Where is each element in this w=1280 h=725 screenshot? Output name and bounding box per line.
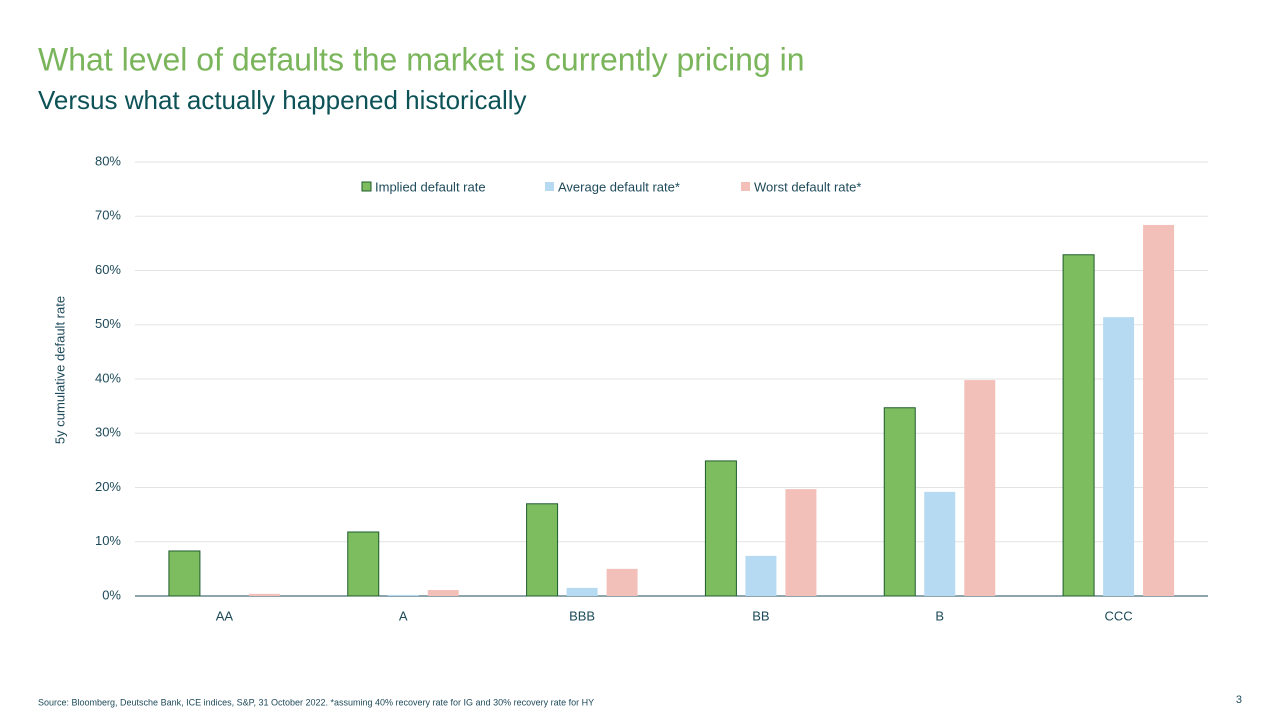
- bar: [606, 568, 638, 596]
- bar: [964, 380, 996, 596]
- bar: [883, 407, 916, 597]
- y-tick-label: 50%: [95, 316, 121, 331]
- x-tick-label: BBB: [569, 608, 595, 623]
- y-tick-label: 30%: [95, 425, 121, 440]
- bar: [785, 489, 817, 596]
- bar: [1103, 317, 1135, 596]
- bar: [704, 460, 737, 597]
- legend-swatch: [741, 182, 750, 191]
- y-tick-label: 10%: [95, 533, 121, 548]
- legend-label: Average default rate*: [558, 179, 680, 194]
- y-axis-label: 5y cumulative default rate: [52, 296, 67, 444]
- x-tick-label: AA: [216, 608, 234, 623]
- legend-swatch: [545, 182, 554, 191]
- bar: [526, 503, 559, 597]
- bar: [347, 531, 380, 597]
- legend-label: Worst default rate*: [754, 179, 861, 194]
- chart-subtitle: Versus what actually happened historical…: [38, 85, 527, 115]
- y-tick-label: 80%: [95, 153, 121, 168]
- source-note: Source: Bloomberg, Deutsche Bank, ICE in…: [38, 697, 594, 707]
- y-tick-label: 70%: [95, 208, 121, 223]
- bar: [1143, 224, 1175, 596]
- x-tick-label: A: [399, 608, 408, 623]
- y-tick-label: 0%: [102, 587, 121, 602]
- bar: [168, 550, 201, 597]
- legend-label: Implied default rate: [375, 179, 486, 194]
- bar: [566, 587, 598, 596]
- bar: [924, 491, 956, 596]
- bar: [1062, 254, 1095, 597]
- x-tick-label: CCC: [1104, 608, 1132, 623]
- y-tick-label: 60%: [95, 262, 121, 277]
- y-tick-label: 40%: [95, 370, 121, 385]
- bar: [427, 590, 459, 596]
- x-tick-label: BB: [752, 608, 769, 623]
- bar: [248, 593, 280, 596]
- legend-swatch: [361, 181, 372, 192]
- page-number: 3: [1236, 694, 1242, 706]
- y-tick-label: 20%: [95, 479, 121, 494]
- x-tick-label: B: [935, 608, 944, 623]
- bar: [387, 594, 419, 596]
- chart-title: What level of defaults the market is cur…: [38, 41, 805, 77]
- bar: [745, 555, 777, 596]
